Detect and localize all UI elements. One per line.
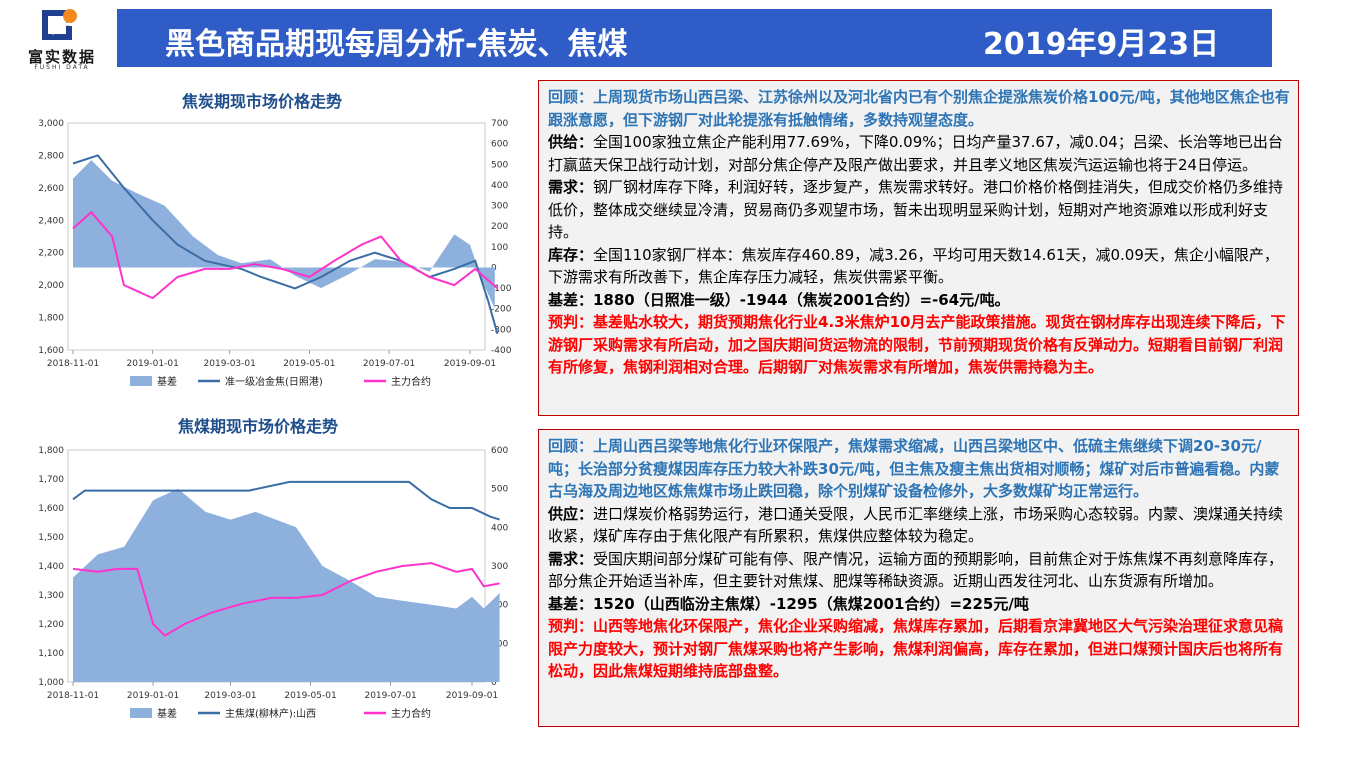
coke-stock-label: 库存： — [548, 245, 594, 264]
report-date: 2019年9月23日 — [983, 27, 1220, 62]
coke-left-tick-label: 3,000 — [38, 119, 64, 129]
coke-right-tick-label: -300 — [491, 325, 512, 335]
coal-basis: 基差：1520（山西临汾主焦煤）-1295（焦煤2001合约）=225元/吨 — [548, 594, 1029, 613]
coal-legend-label: 主力合约 — [391, 707, 431, 720]
coal-analysis-box: 回顾：上周山西吕梁等地焦化行业环保限产，焦煤需求缩减，山西吕梁地区中、低硫主焦继… — [538, 429, 1299, 727]
coke-legend-label: 基差 — [157, 375, 177, 388]
coke-legend-swatch — [130, 376, 152, 386]
logo-subtext: FUSHI DATA — [34, 64, 90, 71]
coal-legend-label: 基差 — [157, 707, 177, 720]
coke-legend-label: 主力合约 — [391, 375, 431, 388]
coal-right-tick-label: 200 — [491, 601, 508, 611]
coke-right-tick-label: 500 — [491, 160, 508, 170]
coke-series-basis-area — [73, 160, 495, 309]
coke-right-tick-label: 600 — [491, 140, 508, 150]
coal-left-tick-label: 1,100 — [38, 649, 64, 659]
coke-demand: 需求：钢厂钢材库存下降，利润好转，逐步复产，焦炭需求转好。港口价格价格倒挂消失，… — [548, 176, 1290, 244]
coal-supply: 供应：进口煤炭价格弱势运行，港口通关受限，人民币汇率继续上涨，市场采购心态较弱。… — [548, 503, 1290, 548]
coal-x-tick-label: 2019-03-01 — [204, 691, 256, 701]
coal-left-tick-label: 1,200 — [38, 620, 64, 630]
coke-right-tick-label: 400 — [491, 181, 508, 191]
title-banner: 黑色商品期现每周分析-焦炭、焦煤 2019年9月23日 — [117, 9, 1272, 67]
coke-left-tick-label: 2,000 — [38, 281, 64, 291]
coal-legend-label: 主焦煤(柳林产):山西 — [225, 707, 316, 720]
coal-demand-text: 受国庆期间部分煤矿可能有停、限产情况，运输方面的预期影响，目前焦企对于炼焦煤不再… — [548, 549, 1284, 591]
coke-x-tick-label: 2018-11-01 — [47, 359, 99, 369]
coal-right-tick-label: 0 — [491, 678, 497, 688]
coke-right-tick-label: 100 — [491, 243, 508, 253]
coke-supply-text: 全国100家独立焦企产能利用77.69%，下降0.09%；日均产量37.67，减… — [548, 133, 1283, 174]
coke-right-tick-label: -200 — [491, 305, 512, 315]
coal-right-tick-label: 300 — [491, 562, 508, 572]
coke-review: 回顾：上周现货市场山西吕梁、江苏徐州以及河北省内已有个别焦企提涨焦炭价格100元… — [548, 88, 1290, 129]
coal-price-chart: 1,800 1,700 1,600 1,500 1,400 1,300 1,200 1,100… — [38, 446, 508, 720]
coke-legend-label: 准一级冶金焦(日照港) — [225, 375, 323, 388]
coal-left-tick-label: 1,500 — [38, 533, 64, 543]
coke-stock: 库存：全国110家钢厂样本：焦炭库存460.89，减3.26，平均可用天数14.… — [548, 244, 1290, 289]
coal-right-tick-label: 500 — [491, 485, 508, 495]
coal-right-tick-label: 600 — [491, 446, 508, 456]
coal-demand: 需求：受国庆期间部分煤矿可能有停、限产情况，运输方面的预期影响，目前焦企对于炼焦… — [548, 548, 1290, 593]
coke-supply-label: 供给： — [548, 133, 594, 151]
coke-left-tick-label: 2,600 — [38, 184, 64, 194]
coal-x-tick-label: 2019-09-01 — [446, 691, 498, 701]
page-title: 黑色商品期现每周分析-焦炭、焦煤 — [165, 27, 628, 62]
coal-legend-swatch — [130, 708, 152, 718]
coke-forecast: 预判：基差贴水较大，期货预期焦化行业4.3米焦炉10月去产能政策措施。现货在钢材… — [548, 313, 1286, 376]
coal-left-tick-label: 1,000 — [38, 678, 64, 688]
coal-review: 回顾：上周山西吕梁等地焦化行业环保限产，焦煤需求缩减，山西吕梁地区中、低硫主焦继… — [548, 437, 1280, 500]
coke-right-tick-label: -400 — [491, 346, 512, 356]
coal-left-tick-label: 1,300 — [38, 591, 64, 601]
coke-x-tick-label: 2019-03-01 — [204, 359, 256, 369]
coal-series-line-2 — [72, 562, 500, 637]
coal-series-basis-area — [73, 488, 500, 682]
coke-stock-text: 全国110家钢厂样本：焦炭库存460.89，减3.26，平均可用天数14.61天… — [548, 245, 1279, 287]
coke-right-tick-label: 300 — [491, 202, 508, 212]
coal-left-tick-label: 1,800 — [38, 446, 64, 456]
coal-left-tick-label: 1,600 — [38, 504, 64, 514]
coal-forecast: 预判：山西等地焦化环保限产，焦化企业采购缩减，焦煤库存累加，后期看京津冀地区大气… — [548, 617, 1284, 680]
coke-right-tick-label: 200 — [491, 222, 508, 232]
coal-left-tick-label: 1,400 — [38, 562, 64, 572]
coal-chart-title: 焦煤期现市场价格走势 — [178, 417, 339, 436]
coal-right-tick-label: 400 — [491, 523, 508, 533]
coke-left-tick-label: 2,400 — [38, 216, 64, 226]
coal-supply-text: 进口煤炭价格弱势运行，港口通关受限，人民币汇率继续上涨，市场采购心态较弱。内蒙、… — [548, 504, 1284, 546]
coke-series-line-1 — [72, 154, 499, 335]
coal-right-tick-label: 100 — [491, 639, 508, 649]
company-logo: 富实数据 FUSHI DATA — [12, 8, 112, 71]
coal-x-tick-label: 2019-07-01 — [364, 691, 416, 701]
coke-left-tick-label: 1,600 — [38, 346, 64, 356]
coal-series-line-1 — [72, 480, 500, 521]
coke-supply: 供给：全国100家独立焦企产能利用77.69%，下降0.09%；日均产量37.6… — [548, 131, 1290, 176]
coal-supply-label: 供应： — [548, 504, 594, 523]
coal-x-tick-label: 2018-11-01 — [47, 691, 99, 701]
coal-x-tick-label: 2019-05-01 — [284, 691, 336, 701]
coke-x-tick-label: 2019-05-01 — [283, 359, 335, 369]
coke-x-tick-label: 2019-09-01 — [444, 359, 496, 369]
coal-demand-label: 需求： — [548, 549, 594, 568]
coal-left-tick-label: 1,700 — [38, 475, 64, 485]
coke-analysis-box: 回顾：上周现货市场山西吕梁、江苏徐州以及河北省内已有个别焦企提涨焦炭价格100元… — [538, 80, 1299, 416]
coke-demand-text: 钢厂钢材库存下降，利润好转，逐步复产，焦炭需求转好。港口价格价格倒挂消失，但成交… — [548, 178, 1284, 241]
coke-left-tick-label: 1,800 — [38, 314, 64, 324]
logo-text: 富实数据 — [27, 48, 96, 66]
coke-left-tick-label: 2,800 — [38, 151, 64, 161]
coke-basis: 基差：1880（日照准一级）-1944（焦炭2001合约）=-64元/吨。 — [548, 290, 1010, 309]
coke-price-chart: 3,000 2,800 2,600 2,400 2,200 2,000 1,800 1,600… — [38, 119, 512, 388]
coke-demand-label: 需求： — [548, 178, 594, 196]
coke-right-tick-label: 700 — [491, 119, 508, 129]
coke-x-tick-label: 2019-01-01 — [127, 359, 179, 369]
coke-x-tick-label: 2019-07-01 — [363, 359, 415, 369]
coke-series-line-2 — [72, 210, 499, 300]
logo-emblem-icon — [42, 9, 77, 40]
coke-right-tick-label: -100 — [491, 284, 512, 294]
coke-left-tick-label: 2,200 — [38, 249, 64, 259]
coke-chart-title: 焦炭期现市场价格走势 — [182, 92, 343, 111]
coal-x-tick-label: 2019-01-01 — [127, 691, 179, 701]
